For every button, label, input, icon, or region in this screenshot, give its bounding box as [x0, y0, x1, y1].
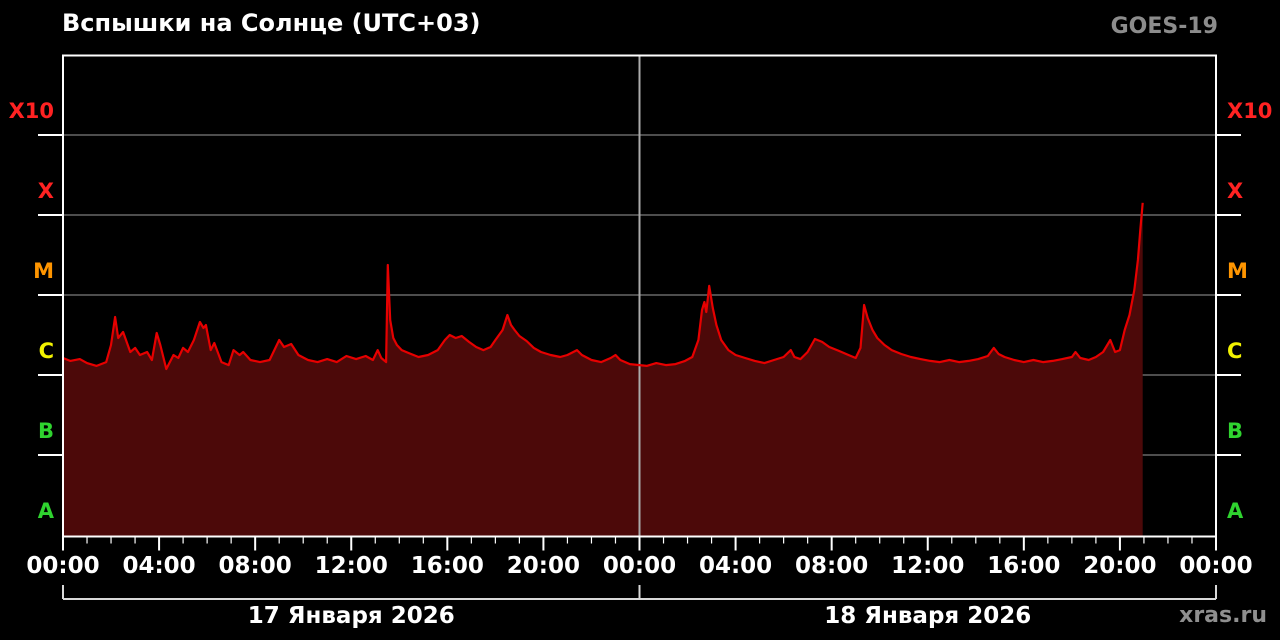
time-label: 08:00	[219, 553, 292, 579]
class-label-right: A	[1227, 499, 1244, 523]
class-label-right: X	[1227, 179, 1243, 203]
satellite-label: GOES-19	[1110, 14, 1218, 39]
time-label: 16:00	[411, 553, 484, 579]
date-label: 17 Января 2026	[248, 603, 455, 629]
class-label-left: M	[33, 259, 54, 283]
class-label-right: X10	[1227, 99, 1272, 123]
time-label: 00:00	[26, 553, 99, 579]
watermark: xras.ru	[1179, 603, 1267, 628]
time-label: 00:00	[603, 553, 676, 579]
time-label: 08:00	[795, 553, 868, 579]
class-label-left: X	[38, 179, 54, 203]
time-label: 12:00	[891, 553, 964, 579]
class-label-left: B	[38, 419, 54, 443]
page-title: Вспышки на Солнце (UTC+03)	[62, 9, 481, 37]
time-label: 12:00	[315, 553, 388, 579]
class-label-left: C	[39, 339, 54, 363]
time-label: 16:00	[987, 553, 1060, 579]
time-label: 20:00	[507, 553, 580, 579]
class-label-right: M	[1227, 259, 1248, 283]
class-label-left: X10	[9, 99, 54, 123]
time-label: 20:00	[1083, 553, 1156, 579]
class-label-left: A	[38, 499, 55, 523]
date-label: 18 Января 2026	[824, 603, 1031, 629]
goes-curve	[62, 202, 1144, 371]
time-label: 04:00	[699, 553, 772, 579]
class-label-right: C	[1227, 339, 1242, 363]
class-label-right: B	[1227, 419, 1243, 443]
flux-fill	[63, 202, 1143, 537]
time-label: 00:00	[1179, 553, 1252, 579]
time-label: 04:00	[122, 553, 195, 579]
